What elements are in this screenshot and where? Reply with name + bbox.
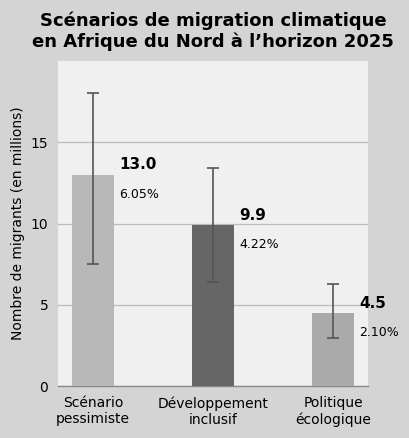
Text: 6.05%: 6.05% [119, 188, 159, 201]
Text: 2.10%: 2.10% [358, 326, 398, 339]
Bar [311, 313, 353, 386]
Text: 9.9: 9.9 [239, 208, 265, 223]
Text: 4.5: 4.5 [358, 296, 385, 311]
Y-axis label: Nombre de migrants (en millions): Nombre de migrants (en millions) [11, 107, 25, 340]
Bar [191, 225, 234, 386]
Bar [72, 175, 114, 386]
Text: 4.22%: 4.22% [239, 238, 279, 251]
Title: Scénarios de migration climatique
en Afrique du Nord à l’horizon 2025: Scénarios de migration climatique en Afr… [32, 11, 393, 51]
Text: 13.0: 13.0 [119, 157, 157, 173]
